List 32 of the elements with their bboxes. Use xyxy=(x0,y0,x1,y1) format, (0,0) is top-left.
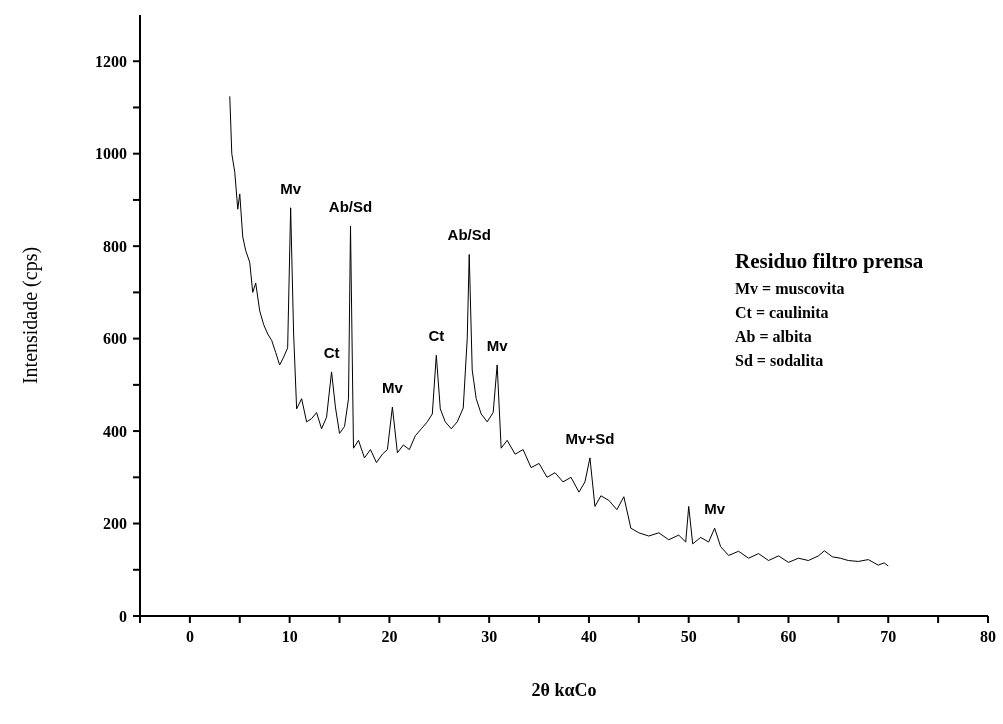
y-tick-label: 600 xyxy=(103,330,127,348)
annotation: Sd = sodalita xyxy=(735,351,825,371)
annotation: Ct xyxy=(323,343,340,361)
x-tick-label: 30 xyxy=(481,628,498,646)
x-axis-title: 2θ kαCo xyxy=(531,680,597,700)
x-tick-label: 60 xyxy=(780,628,797,646)
annotation: Mv xyxy=(280,179,302,197)
x-tick-label: 80 xyxy=(980,628,996,646)
y-tick-label: 1000 xyxy=(95,145,127,163)
x-tick-label: 10 xyxy=(281,628,298,646)
y-tick-label: 200 xyxy=(103,515,127,533)
y-tick-label: 0 xyxy=(119,607,127,625)
annotation: Mv = muscovita xyxy=(735,279,846,299)
x-tick-label: 50 xyxy=(680,628,697,646)
y-tick-label: 800 xyxy=(103,237,127,255)
annotation: Mv xyxy=(704,500,726,518)
x-tick-label: 70 xyxy=(880,628,897,646)
annotation: Ct = caulinita xyxy=(735,303,830,323)
x-tick-label: 40 xyxy=(580,628,597,646)
annotation: Ct xyxy=(428,327,445,345)
annotation: Mv+Sd xyxy=(565,429,615,447)
y-tick-label: 400 xyxy=(103,422,127,440)
annotation: Ab/Sd xyxy=(447,226,491,244)
annotation: Mv xyxy=(486,336,509,354)
annotation: Mv xyxy=(381,379,404,397)
annotation: Residuo filtro prensa xyxy=(735,248,924,275)
y-axis-title: Intensidade (cps) xyxy=(19,246,43,385)
annotation: Ab/Sd xyxy=(328,198,373,216)
y-tick-label: 1200 xyxy=(95,52,127,70)
x-tick-label: 20 xyxy=(381,628,398,646)
x-tick-label: 0 xyxy=(185,628,194,646)
annotation: Ab = albita xyxy=(735,327,813,347)
